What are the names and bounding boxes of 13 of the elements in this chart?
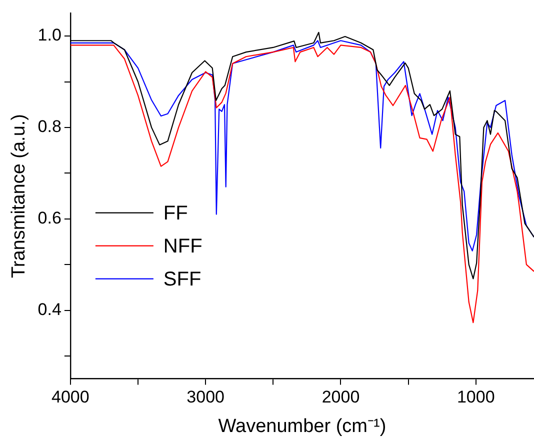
y-tick-label: 0.8 xyxy=(38,117,62,136)
x-tick-label: 4000 xyxy=(52,388,90,407)
x-tick-label: 2000 xyxy=(322,388,360,407)
y-tick-label: 0.4 xyxy=(38,300,62,319)
legend-label: NFF xyxy=(163,235,202,258)
x-tick-label: 1000 xyxy=(456,388,495,407)
x-axis-title: Wavenumber (cm⁻¹) xyxy=(218,416,386,437)
y-tick-label: 0.6 xyxy=(38,208,62,228)
x-tick-label: 3000 xyxy=(186,388,224,407)
y-tick-label: 1.0 xyxy=(38,26,62,45)
y-axis-title: Transmitance (a.u.) xyxy=(8,114,30,278)
legend-label: SFF xyxy=(163,268,202,290)
legend-label: FF xyxy=(163,202,188,224)
